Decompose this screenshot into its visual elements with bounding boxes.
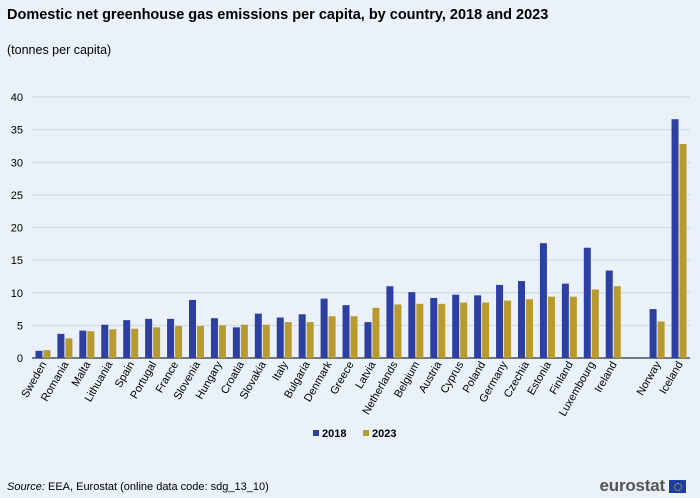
bar-2018-malta (79, 330, 87, 358)
bar-2023-belgium (416, 303, 424, 358)
bar-2023-slovakia (262, 324, 270, 358)
bar-2018-greece (342, 305, 350, 358)
y-tick-label: 30 (11, 157, 23, 169)
bar-2018-poland (474, 295, 482, 358)
bar-2023-finland (569, 296, 577, 358)
bar-2023-denmark (328, 316, 336, 358)
bar-2023-luxembourg (591, 289, 599, 358)
bar-2023-lithuania (109, 329, 117, 358)
bar-2023-france (175, 326, 183, 358)
bar-2023-greece (350, 316, 358, 358)
bar-2018-spain (123, 320, 131, 358)
y-tick-label: 0 (17, 353, 23, 365)
bar-2023-romania (65, 338, 73, 358)
bar-2023-norway (657, 321, 665, 358)
bar-2023-sweden (43, 350, 51, 358)
bar-2023-austria (438, 303, 446, 358)
bar-chart: 0510152025303540SwedenRomaniaMaltaLithua… (11, 92, 690, 440)
bar-2018-lithuania (101, 324, 109, 358)
bar-2023-malta (87, 331, 95, 358)
bar-2023-slovenia (197, 326, 204, 358)
logo-text: eurostat (599, 476, 666, 495)
bar-2018-finland (561, 283, 569, 358)
bar-2023-germany (504, 300, 512, 358)
legend-swatch (363, 430, 369, 436)
y-tick-label: 25 (11, 190, 23, 202)
y-tick-label: 5 (17, 320, 23, 332)
bar-2018-italy (276, 317, 284, 358)
bar-2023-hungary (218, 325, 226, 358)
bar-2018-hungary (210, 318, 218, 358)
chart-subtitle: (tonnes per capita) (7, 43, 112, 57)
bar-2023-bulgaria (306, 322, 314, 358)
bar-2018-netherlands (386, 286, 394, 358)
y-tick-label: 10 (11, 288, 23, 300)
bar-2018-czechia (518, 281, 525, 358)
eurostat-logo: eurostat (600, 476, 686, 496)
y-tick-label: 20 (11, 223, 23, 235)
bar-2023-ireland (613, 286, 621, 358)
y-tick-label: 35 (11, 125, 23, 137)
x-tick-label: Italy (270, 359, 291, 383)
bar-2018-france (167, 318, 175, 358)
source-text: EEA, Eurostat (online data code: sdg_13_… (44, 481, 269, 493)
bar-2018-germany (496, 284, 504, 358)
bar-2018-belgium (408, 292, 416, 358)
bar-2018-sweden (35, 350, 43, 358)
bar-2018-croatia (232, 327, 240, 358)
bar-2018-denmark (320, 298, 328, 358)
source-label: Source: (7, 481, 45, 493)
bar-2018-luxembourg (583, 247, 591, 358)
bar-2023-iceland (679, 143, 687, 358)
bar-2023-portugal (153, 327, 161, 358)
bar-2018-ireland (605, 270, 613, 358)
bar-2018-austria (430, 297, 438, 358)
bar-2018-bulgaria (298, 314, 306, 358)
legend-label: 2023 (372, 428, 396, 440)
bar-2023-spain (131, 328, 139, 358)
bar-2018-slovenia (189, 299, 196, 358)
chart-title: Domestic net greenhouse gas emissions pe… (7, 7, 549, 23)
bar-2023-netherlands (394, 304, 402, 358)
bar-2018-latvia (364, 322, 372, 358)
legend-label: 2018 (322, 428, 346, 440)
bar-2018-slovakia (254, 313, 262, 358)
eu-flag-icon (669, 479, 686, 493)
bar-2018-cyprus (452, 294, 460, 358)
x-tick-label: Ireland (593, 360, 620, 395)
bar-2023-italy (284, 322, 292, 358)
y-tick-label: 15 (11, 255, 23, 267)
bar-2018-norway (649, 309, 657, 358)
bar-2018-romania (57, 333, 65, 358)
bar-2023-croatia (240, 324, 248, 358)
bar-2023-cyprus (460, 302, 468, 358)
bar-2018-portugal (145, 318, 153, 358)
source-note: Source: EEA, Eurostat (online data code:… (7, 481, 269, 493)
bar-2018-estonia (539, 243, 547, 358)
bar-2023-estonia (547, 296, 555, 358)
bar-2023-latvia (372, 307, 380, 358)
bar-2018-iceland (671, 119, 679, 358)
y-tick-label: 40 (11, 92, 23, 104)
legend-swatch (313, 430, 319, 436)
bar-2023-czechia (526, 299, 533, 358)
bar-2023-poland (482, 302, 490, 358)
